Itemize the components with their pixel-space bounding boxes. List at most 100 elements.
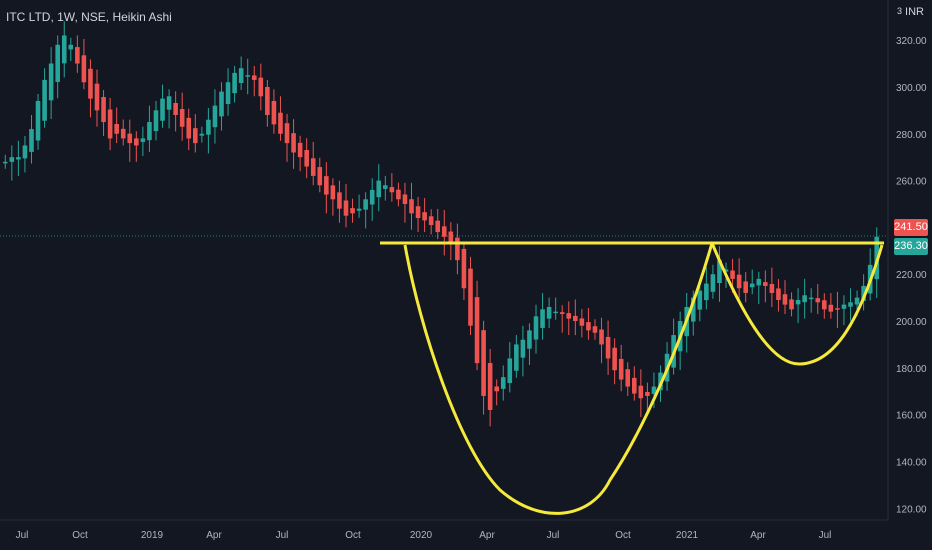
candle-body xyxy=(415,206,421,219)
candle-body xyxy=(160,98,165,121)
candle-body xyxy=(841,304,847,309)
candle-body xyxy=(186,117,192,139)
candle-body xyxy=(376,180,382,198)
candle-body xyxy=(2,161,8,164)
x-tick-label: Apr xyxy=(750,530,766,541)
candle-body xyxy=(147,122,152,141)
candle-body xyxy=(101,97,106,123)
last-price-tag: 236.30 xyxy=(894,238,928,255)
candle-body xyxy=(546,306,552,319)
candle-body xyxy=(22,145,28,159)
candle-body xyxy=(127,133,133,144)
x-tick-label: Oct xyxy=(615,530,631,541)
candle-body xyxy=(383,185,388,189)
candle-body xyxy=(317,167,323,186)
candle-body xyxy=(730,270,735,279)
candle-body xyxy=(651,386,657,394)
candle-body xyxy=(134,138,139,146)
candle-body xyxy=(402,194,408,204)
candles xyxy=(2,21,880,427)
candle-body xyxy=(776,288,781,300)
candle-body xyxy=(212,105,218,128)
candle-body xyxy=(350,208,355,214)
candle-body xyxy=(795,299,801,305)
candle-body xyxy=(527,330,532,349)
candle-body xyxy=(324,176,329,195)
candle-body xyxy=(612,347,617,371)
candle-body xyxy=(330,185,336,200)
candle-body xyxy=(206,119,211,135)
candle-body xyxy=(710,274,716,292)
candle-body xyxy=(140,138,146,142)
candle-body xyxy=(232,72,237,94)
candle-body xyxy=(468,268,473,326)
candle-body xyxy=(854,297,860,305)
candle-body xyxy=(566,313,572,319)
candle-body xyxy=(618,358,624,380)
candle-body xyxy=(310,158,316,176)
cup-curve xyxy=(403,242,714,515)
candle-body xyxy=(448,231,454,244)
currency-label[interactable]: 3 INR xyxy=(897,6,924,18)
candle-body xyxy=(520,339,526,358)
candle-body xyxy=(428,216,434,226)
candle-body xyxy=(304,149,309,167)
candle-body xyxy=(645,392,650,396)
candle-body xyxy=(763,282,768,286)
candle-body xyxy=(697,290,703,310)
y-tick-label: 280.00 xyxy=(896,130,927,141)
candle-body xyxy=(455,237,460,261)
candle-body xyxy=(9,157,15,162)
candle-body xyxy=(297,142,303,158)
candle-body xyxy=(88,68,93,99)
candle-body xyxy=(258,77,264,97)
price-axis[interactable]: 120.00140.00160.00180.00200.00220.00240.… xyxy=(887,0,927,520)
y-tick-label: 120.00 xyxy=(896,504,927,515)
high-price-tag: 241.50 xyxy=(894,219,928,236)
candle-body xyxy=(507,358,513,384)
candle-body xyxy=(75,47,80,64)
candle-body xyxy=(717,260,722,284)
candle-body xyxy=(238,68,244,84)
candle-body xyxy=(704,283,709,301)
candle-body xyxy=(835,308,840,310)
candle-body xyxy=(723,269,729,272)
x-tick-label: Apr xyxy=(479,530,495,541)
candle-body xyxy=(369,189,375,205)
x-tick-label: Jul xyxy=(819,530,832,541)
candle-body xyxy=(153,110,159,132)
candle-body xyxy=(107,109,113,139)
candle-body xyxy=(278,112,283,134)
candle-body xyxy=(48,63,54,101)
candle-body xyxy=(61,35,67,64)
candle-body xyxy=(861,285,866,302)
chart-title: ITC LTD, 1W, NSE, Heikin Ashi xyxy=(6,10,172,24)
x-tick-label: Oct xyxy=(345,530,361,541)
candle-body xyxy=(625,369,631,387)
x-tick-label: 2021 xyxy=(676,530,699,541)
candle-body xyxy=(782,294,788,305)
candle-body xyxy=(848,302,853,307)
candle-body xyxy=(94,83,100,111)
candle-body xyxy=(409,199,414,214)
candle-body xyxy=(736,274,742,289)
x-tick-label: Oct xyxy=(72,530,88,541)
candle-body xyxy=(573,315,578,322)
candle-body xyxy=(789,299,794,310)
candle-body xyxy=(487,363,493,410)
candle-body xyxy=(815,298,821,303)
candle-body xyxy=(68,44,74,50)
candle-body xyxy=(743,281,748,293)
candle-body xyxy=(363,199,368,210)
candle-body xyxy=(225,82,231,105)
y-tick-label: 200.00 xyxy=(896,317,927,328)
candle-body xyxy=(291,133,296,153)
candle-body xyxy=(356,208,362,211)
candle-body xyxy=(16,157,21,160)
candle-body xyxy=(474,297,480,364)
time-axis[interactable]: Jul Oct 2019 Apr Jul Oct 2020 Apr Jul Oct 2021 Apr J… xyxy=(0,519,888,541)
candle-body xyxy=(173,102,178,116)
candle-body xyxy=(802,295,807,303)
x-tick-label: 2019 xyxy=(141,530,164,541)
